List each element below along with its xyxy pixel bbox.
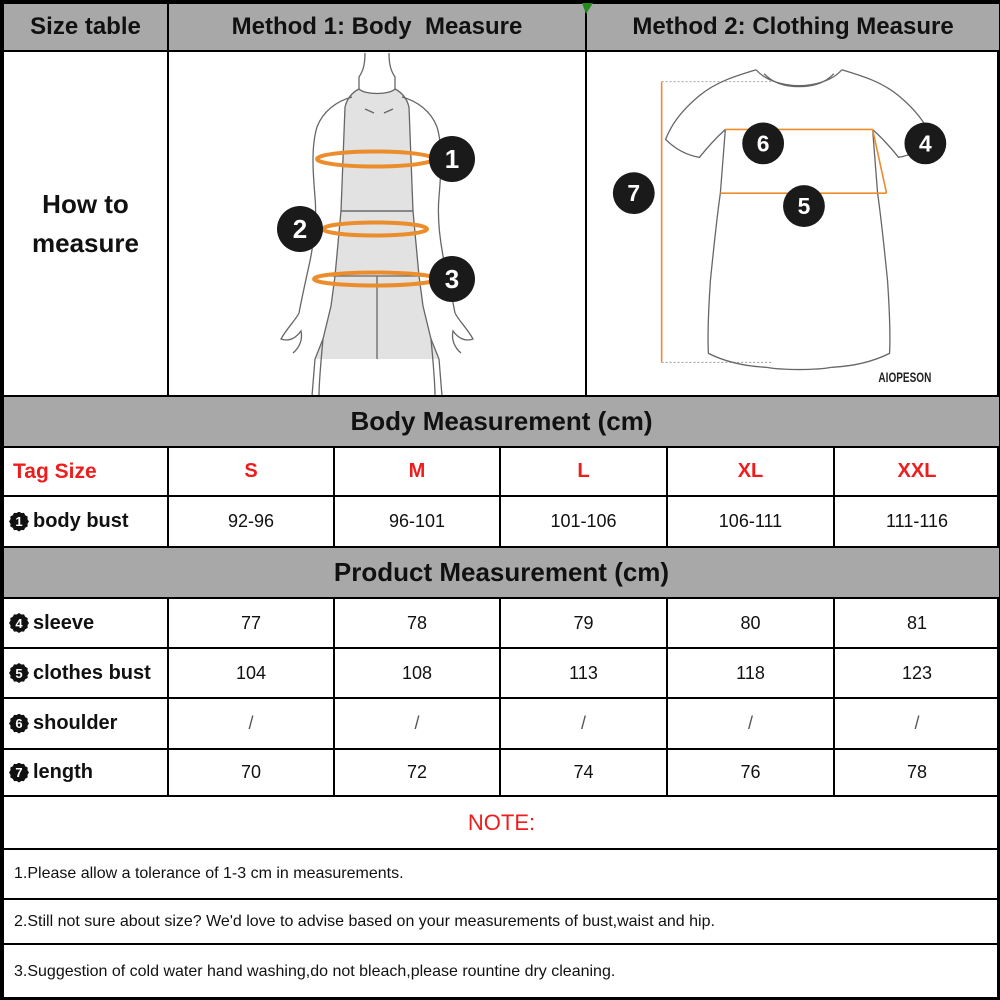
svg-text:6: 6 — [757, 130, 770, 156]
svg-text:2: 2 — [293, 214, 307, 244]
svg-text:AIOPESON: AIOPESON — [878, 370, 931, 386]
svg-text:3: 3 — [445, 264, 459, 294]
svg-text:7: 7 — [627, 180, 640, 206]
svg-text:4: 4 — [919, 130, 932, 156]
svg-text:5: 5 — [798, 193, 811, 219]
svg-text:1: 1 — [445, 144, 459, 174]
